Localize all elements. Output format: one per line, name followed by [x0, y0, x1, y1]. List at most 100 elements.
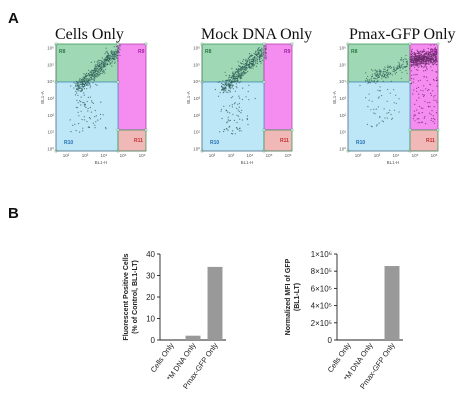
- event-dot: [416, 52, 418, 54]
- event-dot: [415, 57, 417, 59]
- event-dot: [417, 60, 419, 62]
- event-dot: [433, 44, 435, 46]
- event-dot: [373, 108, 375, 110]
- y-tick-label: 10⁰: [47, 147, 54, 152]
- event-dot: [81, 83, 83, 85]
- x-tick-label: 10⁴: [393, 153, 400, 158]
- event-dot: [111, 55, 113, 57]
- event-dot: [92, 122, 94, 124]
- event-dot: [235, 83, 237, 85]
- event-dot: [82, 78, 84, 80]
- event-dot: [86, 80, 88, 82]
- y-tick-label: 4×10⁵: [311, 302, 332, 311]
- gate-handle: [262, 128, 266, 132]
- event-dot: [257, 48, 259, 50]
- event-dot: [94, 65, 96, 67]
- event-dot: [423, 94, 425, 96]
- y-axis-label: Normalized MFI of GFP (BL1-LT): [285, 258, 301, 335]
- event-dot: [84, 105, 86, 107]
- event-dot: [242, 73, 244, 75]
- event-dot: [217, 95, 220, 97]
- event-dot: [387, 65, 389, 67]
- event-dot: [420, 50, 422, 52]
- y-tick-label: 10⁵: [47, 62, 54, 67]
- y-tick-label: 10⁴: [339, 79, 346, 84]
- event-dot: [375, 82, 377, 84]
- event-dot: [94, 76, 96, 78]
- event-dot: [242, 68, 244, 70]
- event-dot: [262, 49, 264, 51]
- event-dot: [423, 76, 425, 78]
- event-dot: [422, 51, 424, 53]
- event-dot: [370, 78, 372, 80]
- event-dot: [393, 102, 395, 104]
- event-dot: [88, 73, 90, 75]
- event-dot: [239, 97, 241, 99]
- event-dot: [393, 89, 395, 91]
- event-dot: [376, 75, 378, 77]
- event-dot: [395, 71, 397, 74]
- gate-handle: [116, 80, 120, 84]
- event-dot: [81, 78, 83, 80]
- event-dot: [384, 77, 387, 79]
- event-dot: [434, 47, 436, 49]
- event-dot: [223, 89, 225, 91]
- event-dot: [96, 76, 98, 78]
- event-dot: [106, 55, 108, 57]
- event-dot: [94, 70, 96, 72]
- event-dot: [241, 119, 243, 121]
- event-dot: [105, 56, 107, 58]
- gate-label-r10: R10: [64, 140, 73, 146]
- event-dot: [76, 88, 78, 90]
- event-dot: [248, 53, 251, 55]
- event-dot: [238, 106, 240, 108]
- gate-handle: [436, 128, 440, 132]
- event-dot: [237, 103, 239, 105]
- y-tick-label: 20: [146, 293, 155, 302]
- event-dot: [265, 47, 267, 49]
- event-dot: [113, 55, 115, 57]
- event-dot: [254, 52, 257, 54]
- event-dot: [105, 60, 107, 62]
- event-dot: [256, 57, 258, 59]
- event-dot: [97, 62, 99, 64]
- event-dot: [431, 58, 433, 60]
- event-dot: [402, 63, 404, 65]
- event-dot: [256, 63, 258, 65]
- event-dot: [372, 70, 374, 72]
- event-dot: [379, 116, 381, 118]
- event-dot: [384, 71, 387, 73]
- event-dot: [81, 90, 83, 92]
- event-dot: [87, 110, 89, 112]
- event-dot: [260, 62, 262, 64]
- event-dot: [239, 69, 241, 71]
- event-dot: [70, 131, 72, 133]
- event-dot: [100, 66, 102, 68]
- event-dot: [423, 49, 425, 51]
- event-dot: [92, 73, 94, 75]
- event-dot: [78, 115, 80, 117]
- event-dot: [247, 70, 249, 73]
- event-dot: [97, 68, 99, 70]
- event-dot: [423, 66, 425, 68]
- event-dot: [424, 59, 426, 61]
- gate-upper-right: [263, 43, 293, 131]
- event-dot: [245, 96, 247, 98]
- event-dot: [238, 76, 240, 78]
- event-dot: [227, 89, 230, 91]
- gate-label-r11: R11: [426, 138, 435, 144]
- event-dot: [430, 61, 432, 63]
- event-dot: [106, 58, 109, 60]
- event-dot: [82, 127, 84, 129]
- event-dot: [405, 61, 407, 63]
- event-dot: [242, 87, 244, 89]
- event-dot: [436, 85, 438, 87]
- event-dot: [93, 79, 95, 81]
- event-dot: [432, 64, 434, 66]
- event-dot: [386, 74, 388, 76]
- event-dot: [428, 52, 430, 54]
- event-dot: [422, 62, 424, 64]
- event-dot: [375, 69, 377, 71]
- event-dot: [241, 72, 243, 74]
- event-dot: [244, 60, 247, 62]
